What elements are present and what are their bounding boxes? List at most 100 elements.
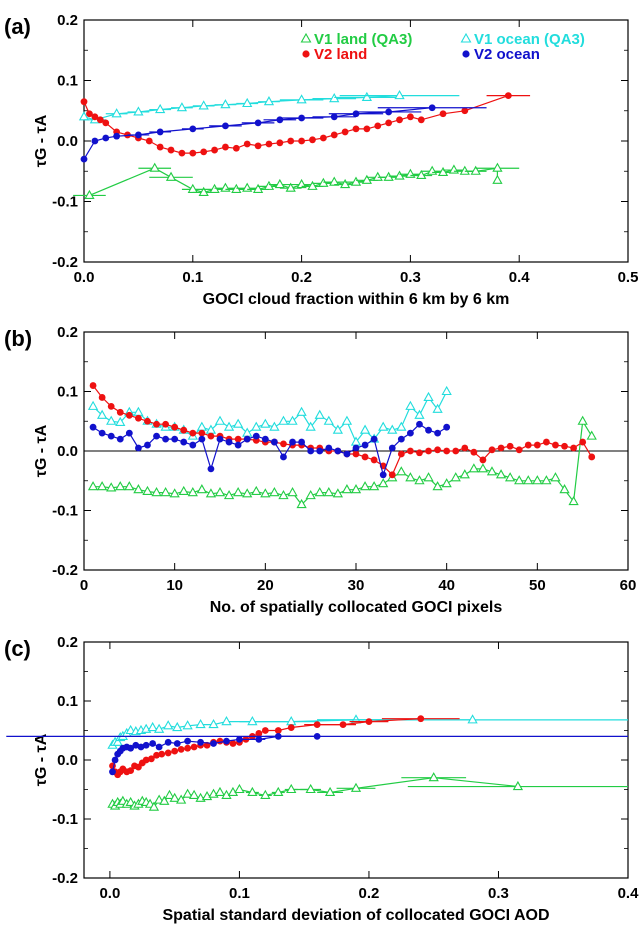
data-point bbox=[416, 449, 423, 457]
data-point bbox=[388, 471, 396, 479]
data-point bbox=[197, 738, 204, 746]
series-v1-land-qa3- bbox=[87, 415, 597, 509]
data-point bbox=[278, 489, 289, 500]
data-point bbox=[314, 409, 325, 419]
data-point bbox=[142, 756, 150, 764]
data-point bbox=[550, 472, 561, 482]
data-point bbox=[330, 113, 338, 121]
y-tick-label: 0.2 bbox=[57, 324, 78, 341]
x-tick-label: 0.1 bbox=[182, 269, 203, 286]
data-point bbox=[252, 183, 264, 193]
data-point bbox=[269, 487, 280, 497]
series-v1-ocean-qa3- bbox=[87, 385, 452, 446]
data-point bbox=[159, 795, 170, 805]
data-point bbox=[378, 478, 389, 488]
data-point bbox=[125, 429, 133, 437]
data-point bbox=[178, 149, 186, 157]
data-point bbox=[242, 97, 253, 108]
data-point bbox=[148, 801, 160, 811]
y-axis-title: τG - τA bbox=[33, 424, 50, 477]
data-point bbox=[396, 466, 407, 476]
data-point bbox=[98, 429, 106, 437]
legend-label: V1 land (QA3) bbox=[314, 31, 412, 48]
series-line bbox=[92, 423, 448, 477]
data-point bbox=[200, 148, 208, 156]
data-point bbox=[468, 463, 480, 473]
data-point bbox=[330, 131, 338, 139]
y-axis-title: τG - τA bbox=[33, 114, 50, 167]
chart-panel-1: 0.20.10.0-0.1-0.20.0 0.1 0.2 0.3 0.4 0.5GOCI … bbox=[4, 12, 638, 308]
data-point bbox=[325, 444, 333, 452]
data-point bbox=[151, 487, 162, 497]
data-point bbox=[247, 716, 258, 726]
data-point bbox=[434, 429, 441, 437]
data-point bbox=[579, 438, 587, 446]
x-tick-label: 0.0 bbox=[74, 269, 95, 286]
data-point bbox=[588, 453, 596, 461]
data-point bbox=[142, 485, 153, 496]
x-axis-title: No. of spatially collocated GOCI pixels bbox=[210, 599, 503, 616]
data-point bbox=[96, 116, 104, 124]
data-point bbox=[286, 716, 297, 726]
y-tick-label: 0.1 bbox=[57, 693, 78, 710]
x-axis-title: Spatial standard deviation of collocated… bbox=[162, 907, 549, 924]
x-tick-label: 50 bbox=[529, 577, 546, 594]
data-point bbox=[198, 186, 209, 196]
data-point bbox=[182, 720, 193, 730]
data-point bbox=[135, 444, 142, 452]
data-point bbox=[184, 744, 192, 752]
data-point bbox=[280, 453, 287, 461]
data-point bbox=[124, 481, 135, 491]
data-point bbox=[495, 469, 507, 479]
data-point bbox=[441, 385, 452, 396]
data-point bbox=[397, 435, 405, 443]
data-point bbox=[467, 714, 478, 724]
x-tick-label: 0.2 bbox=[359, 885, 380, 902]
y-tick-label: 0.2 bbox=[57, 12, 78, 29]
data-point bbox=[352, 444, 360, 452]
legend-marker bbox=[302, 50, 310, 58]
data-point bbox=[260, 488, 271, 498]
data-point bbox=[305, 783, 316, 794]
data-point bbox=[570, 444, 577, 452]
data-point bbox=[198, 100, 209, 110]
x-tick-label: 10 bbox=[166, 577, 183, 594]
x-axis-title: GOCI cloud fraction within 6 km by 6 km bbox=[203, 291, 510, 308]
data-point bbox=[361, 174, 373, 184]
data-point bbox=[423, 391, 434, 402]
data-point bbox=[396, 421, 407, 431]
data-point bbox=[287, 415, 298, 425]
data-point bbox=[147, 755, 155, 763]
x-tick-label: 0.0 bbox=[99, 885, 120, 902]
x-tick-label: 0.1 bbox=[229, 885, 250, 902]
data-point bbox=[339, 178, 351, 189]
data-point bbox=[533, 441, 541, 449]
data-point bbox=[190, 743, 198, 751]
series-v2-ocean bbox=[89, 420, 451, 479]
data-point bbox=[260, 789, 271, 799]
x-tick-label: 30 bbox=[348, 577, 365, 594]
data-point bbox=[417, 116, 425, 124]
x-tick-label: 0.3 bbox=[488, 885, 509, 902]
data-point bbox=[171, 423, 179, 431]
data-point bbox=[223, 421, 235, 431]
data-point bbox=[111, 108, 122, 118]
panel-label: (c) bbox=[4, 636, 31, 661]
data-point bbox=[296, 406, 307, 416]
data-point bbox=[532, 475, 543, 485]
data-point bbox=[307, 447, 315, 455]
data-point bbox=[586, 430, 597, 440]
data-point bbox=[263, 180, 275, 190]
data-point bbox=[242, 488, 253, 498]
data-point bbox=[448, 164, 460, 174]
data-point bbox=[405, 472, 416, 482]
plot-frame bbox=[83, 641, 629, 879]
data-point bbox=[260, 418, 271, 428]
x-tick-label: 40 bbox=[438, 577, 455, 594]
data-point bbox=[102, 119, 110, 127]
data-point bbox=[106, 415, 117, 425]
data-point bbox=[427, 165, 438, 175]
data-point bbox=[243, 140, 251, 148]
data-point bbox=[234, 435, 242, 443]
data-point bbox=[102, 134, 110, 142]
